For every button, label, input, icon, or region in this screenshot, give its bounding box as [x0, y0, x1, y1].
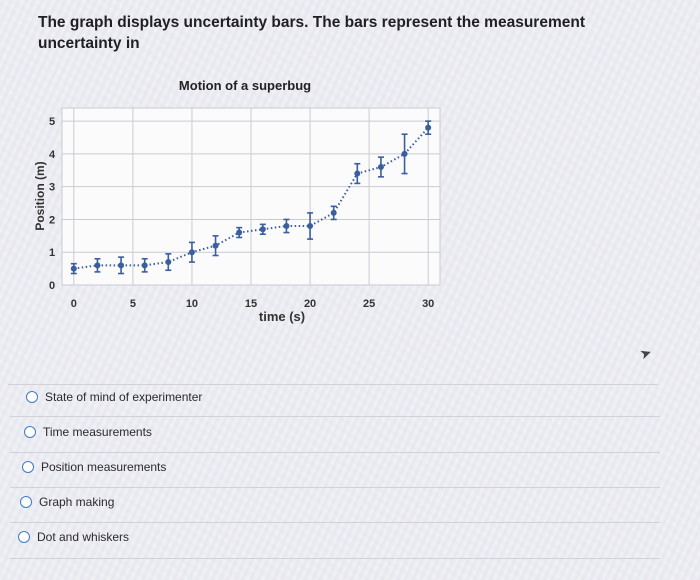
data-point	[330, 209, 337, 216]
data-point	[141, 262, 148, 269]
y-tick-label: 4	[49, 149, 56, 161]
x-tick-label: 5	[130, 298, 136, 310]
radio-button[interactable]	[26, 391, 38, 403]
question-text: The graph displays uncertainty bars. The…	[38, 14, 585, 52]
chart-title: Motion of a superbug	[178, 78, 312, 93]
divider	[10, 416, 660, 417]
option-label: Time measurements	[43, 425, 152, 439]
data-point	[307, 223, 314, 229]
x-tick-label: 25	[363, 298, 375, 310]
data-point	[188, 249, 195, 256]
y-tick-label: 5	[49, 116, 55, 128]
x-tick-label: 20	[304, 298, 316, 310]
option-graph-making[interactable]: Graph making	[20, 495, 114, 509]
divider	[8, 384, 658, 385]
y-tick-label: 2	[49, 214, 55, 226]
y-axis-label: Position (m)	[33, 161, 47, 230]
trend-line	[73, 126, 429, 270]
y-tick-label: 3	[49, 182, 55, 194]
divider	[10, 452, 660, 453]
radio-button[interactable]	[22, 461, 34, 473]
data-point	[377, 164, 384, 170]
data-point	[118, 262, 125, 269]
data-point	[236, 229, 243, 236]
divider	[10, 487, 660, 488]
radio-button[interactable]	[20, 496, 32, 508]
y-tick-label: 0	[49, 280, 55, 292]
radio-button[interactable]	[24, 426, 36, 438]
divider	[10, 558, 660, 559]
option-time-measurements[interactable]: Time measurements	[24, 425, 152, 439]
data-point	[94, 262, 101, 269]
data-point	[212, 242, 219, 249]
data-point	[401, 150, 408, 157]
data-point	[425, 124, 432, 131]
mouse-cursor-icon: ➤	[637, 343, 654, 363]
option-label: State of mind of experimenter	[45, 390, 203, 404]
option-state-of-mind[interactable]: State of mind of experimenter	[26, 390, 202, 404]
x-tick-label: 15	[245, 298, 257, 310]
x-tick-label: 10	[186, 298, 198, 310]
radio-button[interactable]	[18, 531, 30, 543]
x-tick-label: 0	[71, 298, 77, 310]
data-point	[165, 259, 172, 266]
option-label: Dot and whiskers	[37, 530, 130, 544]
divider	[10, 522, 660, 523]
x-axis-label: time (s)	[259, 309, 305, 324]
data-point	[70, 265, 77, 272]
y-tick-label: 1	[49, 247, 55, 259]
data-point	[259, 226, 266, 233]
data-point	[354, 170, 361, 177]
uncertainty-chart: 0 5 10 15 20 25 30 0 1 2 3 4 5 time (s) Position (m)	[33, 107, 441, 324]
option-dot-and-whiskers[interactable]: Dot and whiskers	[18, 530, 129, 544]
option-position-measurements[interactable]: Position measurements	[22, 460, 166, 474]
x-tick-label: 30	[422, 298, 434, 310]
option-label: Graph making	[39, 495, 115, 509]
data-point	[283, 223, 290, 229]
option-label: Position measurements	[41, 460, 167, 474]
